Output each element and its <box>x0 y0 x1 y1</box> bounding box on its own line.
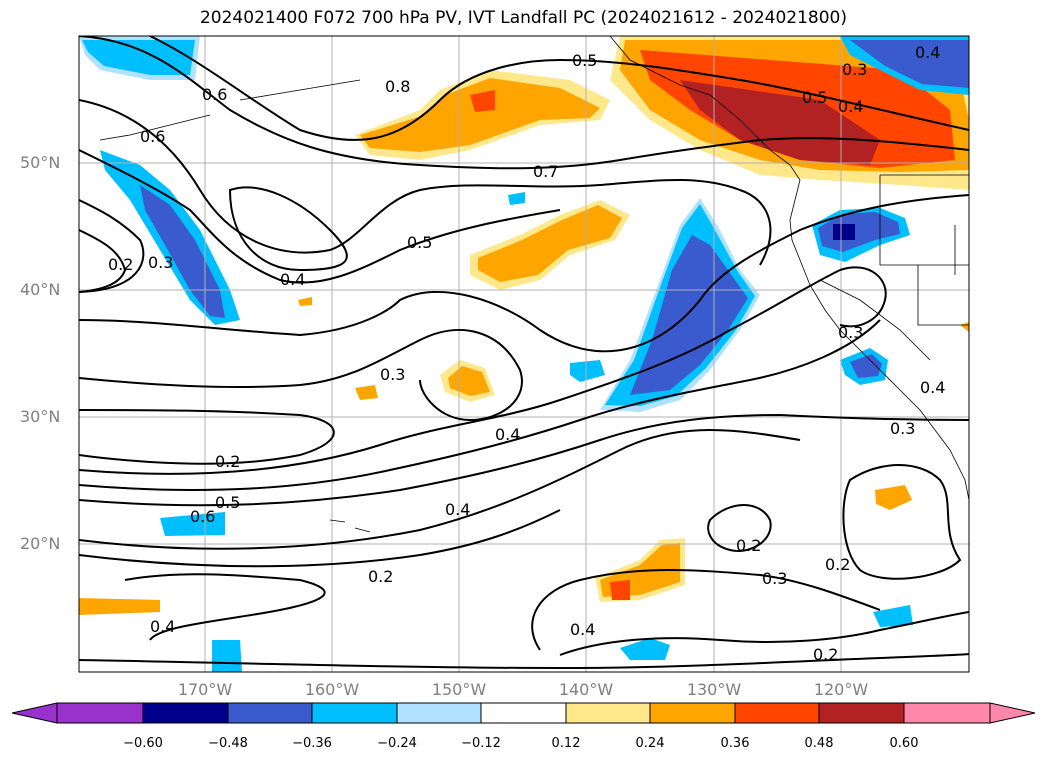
colorbar-under-arrow <box>11 702 58 724</box>
contour-label: 0.2 <box>215 452 240 471</box>
contour-label: 0.2 <box>368 567 393 586</box>
colorbar-swatch <box>311 702 398 724</box>
contour-label: 0.6 <box>202 85 227 104</box>
colorbar-swatch <box>142 702 229 724</box>
contour-label: 0.4 <box>445 500 470 519</box>
contour-label: 0.3 <box>148 253 173 272</box>
contour-label: 0.4 <box>495 425 520 444</box>
colorbar-tick-label: 0.24 <box>635 736 665 751</box>
lon-label: 150°W <box>431 680 487 699</box>
contour-label: 0.2 <box>813 645 838 664</box>
coastlines <box>99 36 969 533</box>
lat-label: 20°N <box>20 534 61 553</box>
shading-positive <box>79 36 969 615</box>
colorbar-tick-label: −0.60 <box>123 736 163 751</box>
colorbar-swatch <box>649 702 736 724</box>
colorbar-tick-label: −0.36 <box>292 736 332 751</box>
map-frame <box>78 35 970 673</box>
contour-label: 0.4 <box>920 378 945 397</box>
colorbar-swatch <box>227 702 313 724</box>
colorbar-tick-label: −0.24 <box>377 736 417 751</box>
colorbar-swatch <box>734 702 820 724</box>
contour-label: 0.3 <box>762 569 787 588</box>
colorbar-tick-label: 0.36 <box>720 736 750 751</box>
contour-label: 0.8 <box>385 77 410 96</box>
contour-label: 0.4 <box>915 43 940 62</box>
lat-label: 50°N <box>20 153 61 172</box>
shading-negative <box>79 36 969 672</box>
colorbar-tick-label: 0.48 <box>804 736 834 751</box>
colorbar-over-arrow <box>989 702 1036 724</box>
contour-label: 0.6 <box>140 127 165 146</box>
colorbar-swatch <box>396 702 482 724</box>
lat-label: 30°N <box>20 407 61 426</box>
colorbar-tick-label: 0.60 <box>889 736 919 751</box>
colorbar-swatch <box>818 702 905 724</box>
contour-label: 0.5 <box>407 233 432 252</box>
pv-contours <box>79 36 969 670</box>
contour-label: 0.2 <box>736 536 761 555</box>
contour-label: 0.3 <box>890 419 915 438</box>
contour-label: 0.7 <box>533 162 558 181</box>
colorbar-swatch <box>480 702 567 724</box>
lon-label: 130°W <box>686 680 742 699</box>
contour-labels: 0.5 0.8 0.6 0.6 0.7 0.5 0.4 0.3 0.2 0.3 … <box>108 43 945 664</box>
colorbar-tick-label: −0.12 <box>461 736 501 751</box>
contour-label: 0.3 <box>838 323 863 342</box>
lon-label: 170°W <box>177 680 233 699</box>
colorbar-tick-label: 0.12 <box>551 736 581 751</box>
contour-label: 0.4 <box>838 97 863 116</box>
contour-label: 0.5 <box>802 88 827 107</box>
contour-label: 0.4 <box>150 617 175 636</box>
colorbar-swatch <box>56 702 144 724</box>
contour-label: 0.5 <box>215 493 240 512</box>
contour-label: 0.5 <box>572 51 597 70</box>
contour-label: 0.4 <box>570 620 595 639</box>
contour-label: 0.2 <box>825 555 850 574</box>
map-title: 2024021400 F072 700 hPa PV, IVT Landfall… <box>199 8 847 28</box>
contour-label: 0.4 <box>280 270 305 289</box>
contour-label: 0.2 <box>108 255 133 274</box>
colorbar <box>11 702 1036 724</box>
lon-label: 160°W <box>304 680 360 699</box>
contour-label: 0.3 <box>842 60 867 79</box>
colorbar-tick-label: −0.48 <box>208 736 248 751</box>
colorbar-swatch <box>903 702 991 724</box>
colorbar-swatch <box>565 702 651 724</box>
contour-label: 0.3 <box>380 365 405 384</box>
lon-label: 140°W <box>558 680 614 699</box>
contour-label: 0.6 <box>190 507 215 526</box>
lon-label: 120°W <box>813 680 869 699</box>
lat-label: 40°N <box>20 280 61 299</box>
